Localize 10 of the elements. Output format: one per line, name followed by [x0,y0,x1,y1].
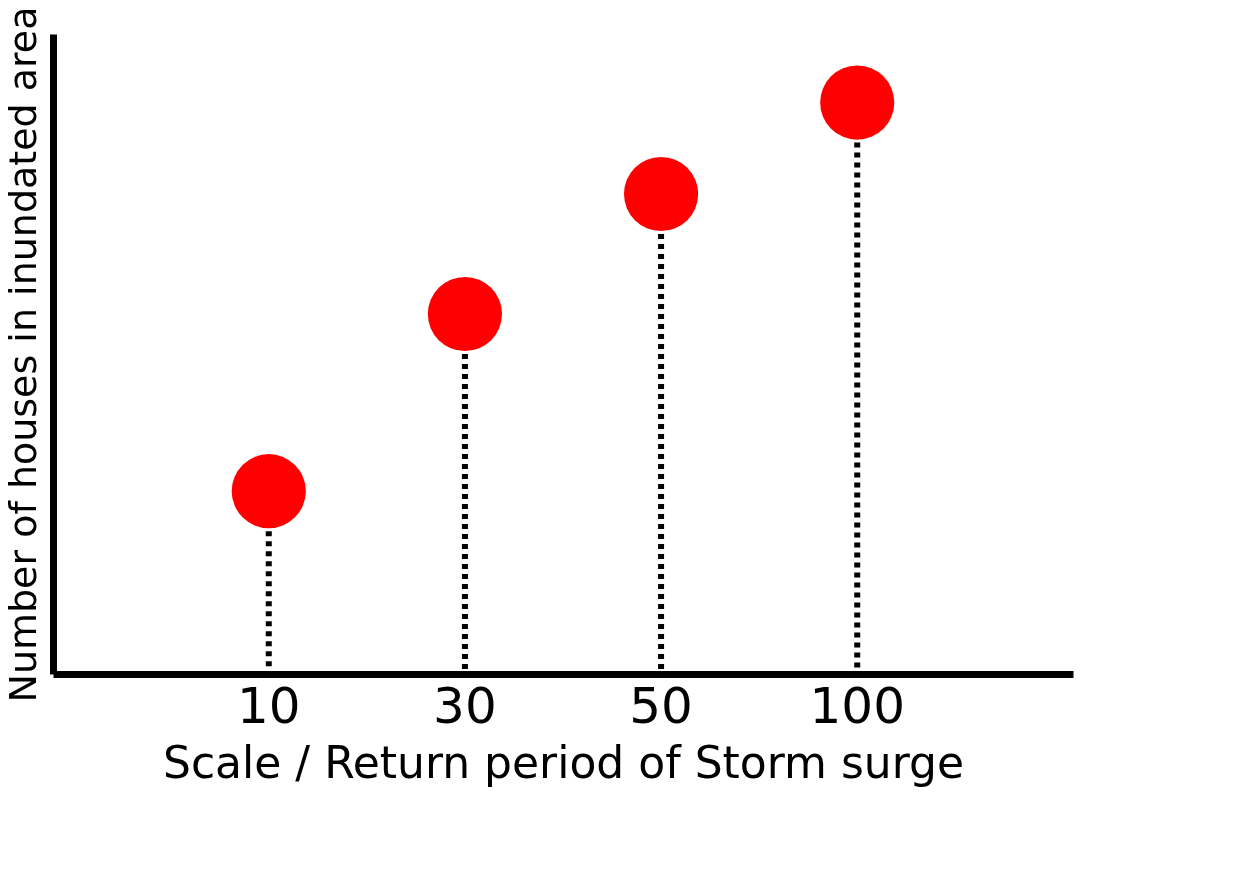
x-axis-title: Scale / Return period of Storm surge [162,736,965,788]
point [231,454,306,529]
x-tick-label: 100 [809,676,905,735]
y-axis-title: Number of houses in inundated area [0,6,45,703]
x-tick-label: 10 [236,676,301,735]
point [820,65,895,140]
point [427,276,502,352]
x-tick-label: 50 [629,676,693,735]
x-tick-label: 30 [433,676,497,735]
point [624,156,699,232]
